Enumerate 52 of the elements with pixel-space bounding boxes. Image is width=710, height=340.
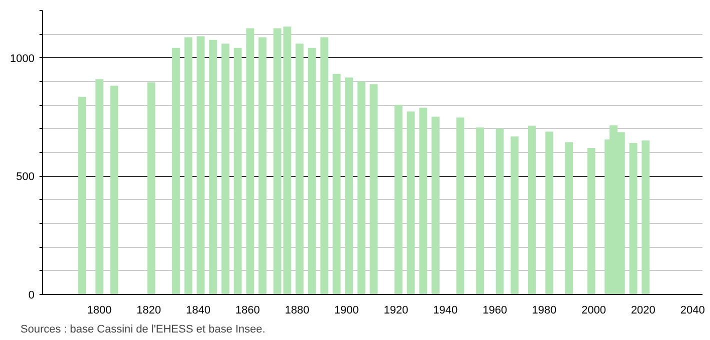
bar: [234, 48, 242, 294]
bar: [110, 86, 118, 294]
bar: [528, 126, 536, 294]
x-tick-label: 1960: [482, 304, 508, 316]
y-tick-label: 1000: [10, 52, 35, 65]
bar: [95, 79, 104, 294]
bar: [587, 148, 596, 294]
bar: [172, 48, 180, 294]
bar: [78, 96, 86, 294]
y-tick-label: 0: [28, 290, 35, 302]
x-tick-label: 1840: [186, 304, 210, 316]
x-tick-label: 1980: [532, 304, 557, 316]
bar: [406, 112, 415, 294]
bar: [456, 117, 464, 294]
bar: [432, 116, 440, 294]
bar: [196, 36, 205, 294]
bar: [308, 48, 316, 294]
bar: [296, 44, 304, 294]
x-tick-label: 1860: [235, 304, 260, 316]
bar: [496, 128, 504, 294]
x-tick-label: 1920: [384, 304, 408, 316]
x-tick-label: 2020: [630, 304, 656, 316]
bar: [345, 77, 353, 294]
bar: [221, 44, 230, 294]
bar: [357, 82, 366, 294]
bar: [419, 108, 428, 294]
bar: [510, 136, 519, 294]
bar: [476, 127, 484, 294]
bar: [283, 26, 292, 294]
bar: [209, 40, 218, 294]
x-tick-label: 1940: [433, 304, 458, 316]
x-tick-label: 2040: [680, 304, 705, 316]
bar: [642, 140, 650, 294]
bar: [394, 104, 402, 294]
bar: [273, 28, 282, 294]
bar: [184, 37, 192, 294]
bar: [565, 142, 573, 294]
bar: [258, 37, 266, 294]
bar: [332, 74, 341, 294]
bar: [246, 28, 254, 294]
x-tick-label: 1820: [136, 304, 162, 316]
source-note: Sources : base Cassini de l'EHESS et base Insee.: [20, 324, 266, 336]
bar: [147, 82, 156, 294]
x-tick-label: 2000: [582, 304, 606, 316]
bar: [370, 84, 378, 294]
bar: [629, 143, 638, 294]
bar: [320, 37, 328, 294]
x-tick-label: 1800: [87, 304, 112, 316]
y-tick-label: 500: [16, 171, 35, 184]
x-tick-label: 1900: [334, 304, 359, 316]
x-tick-label: 1880: [284, 304, 310, 316]
bar: [545, 132, 554, 294]
